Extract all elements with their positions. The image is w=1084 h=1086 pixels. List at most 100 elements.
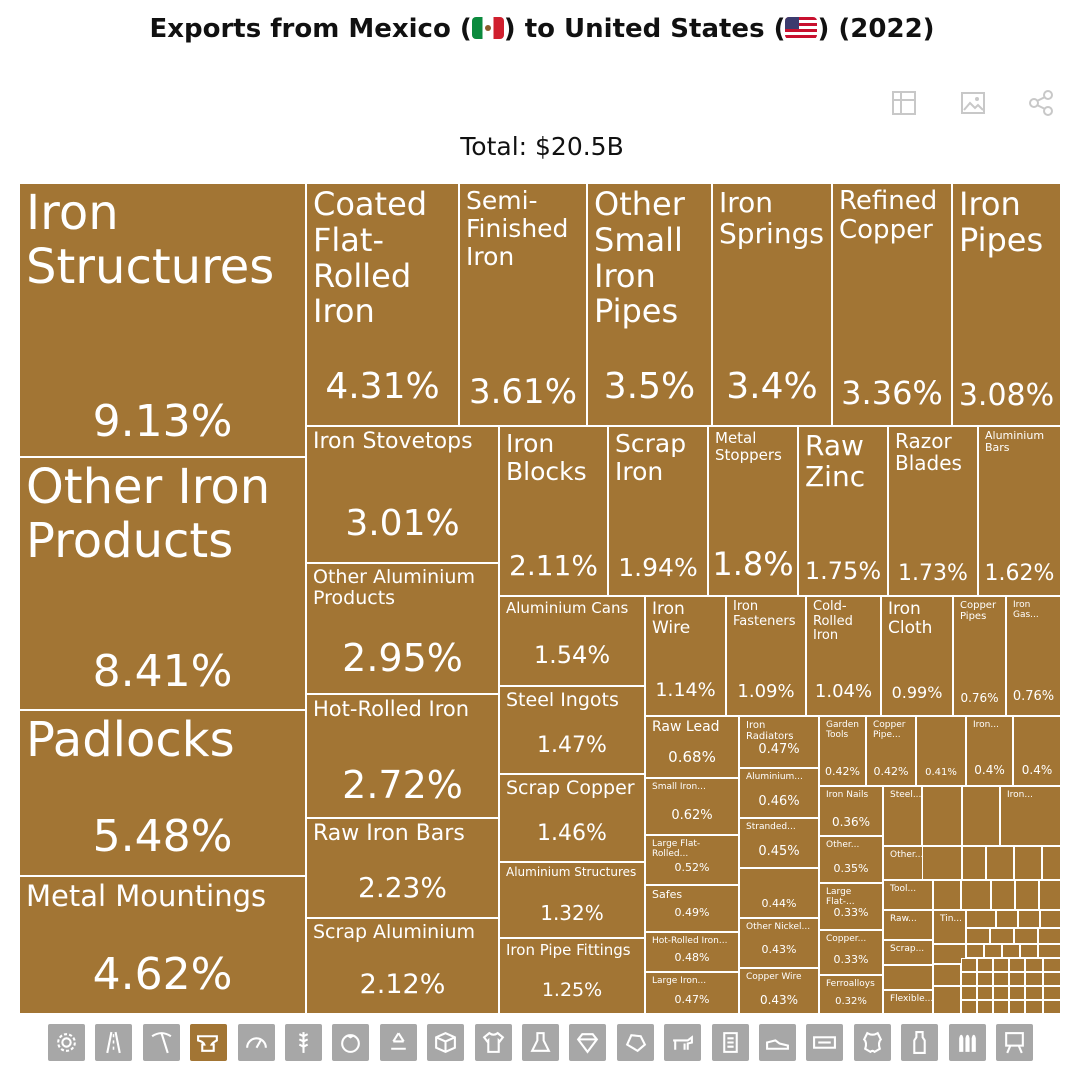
image-icon[interactable] xyxy=(958,88,988,118)
treemap-tile-small[interactable] xyxy=(1043,972,1061,986)
treemap-tile[interactable]: Iron Structures 9.13% xyxy=(19,183,306,457)
treemap-tile-small[interactable] xyxy=(1020,944,1038,958)
treemap-tile[interactable]: Large Flat-Rolled... 0.52% xyxy=(645,835,739,885)
treemap-tile-small[interactable] xyxy=(933,964,961,986)
treemap-tile-small[interactable] xyxy=(933,986,961,1014)
treemap-tile[interactable]: Iron... xyxy=(1000,786,1061,846)
treemap-tile-small[interactable] xyxy=(922,846,962,880)
treemap-tile[interactable]: Cold-Rolled Iron 1.04% xyxy=(806,596,881,716)
treemap-tile[interactable]: 0.44% xyxy=(739,868,819,918)
animal-icon[interactable] xyxy=(664,1024,702,1061)
treemap-tile-small[interactable] xyxy=(883,965,933,990)
treemap-tile-small[interactable] xyxy=(990,928,1014,944)
treemap-tile-small[interactable] xyxy=(1025,958,1043,972)
treemap-tile-small[interactable] xyxy=(966,944,984,958)
tape-icon[interactable] xyxy=(806,1024,844,1061)
treemap-tile[interactable]: Small Iron... 0.62% xyxy=(645,778,739,835)
treemap-tile-small[interactable] xyxy=(1009,972,1025,986)
treemap-tile-small[interactable] xyxy=(1014,928,1038,944)
treemap-tile-small[interactable] xyxy=(1025,972,1043,986)
treemap-tile[interactable]: Tin... xyxy=(933,910,966,944)
treemap-tile[interactable]: Razor Blades 1.73% xyxy=(888,426,978,596)
treemap-tile[interactable]: Hot-Rolled Iron 2.72% xyxy=(306,694,499,818)
treemap-tile[interactable]: Coated Flat-Rolled Iron 4.31% xyxy=(306,183,459,426)
treemap-tile[interactable]: Hot-Rolled Iron... 0.48% xyxy=(645,932,739,972)
treemap-tile-small[interactable] xyxy=(962,786,1000,846)
treemap-tile-small[interactable] xyxy=(993,1000,1009,1014)
treemap-tile[interactable]: Other... xyxy=(883,846,923,880)
treemap-tile-small[interactable] xyxy=(1043,986,1061,1000)
easel-icon[interactable] xyxy=(996,1024,1033,1061)
treemap-tile[interactable]: Other Iron Products 8.41% xyxy=(19,457,306,710)
treemap-tile-small[interactable] xyxy=(977,958,993,972)
treemap-tile-small[interactable] xyxy=(922,786,962,846)
road-icon[interactable] xyxy=(95,1024,133,1061)
treemap-tile-small[interactable] xyxy=(1009,1000,1025,1014)
flask-icon[interactable] xyxy=(522,1024,559,1061)
treemap-tile[interactable]: Aluminium Bars 1.62% xyxy=(978,426,1061,596)
treemap-tile-small[interactable] xyxy=(996,910,1018,928)
treemap-tile-small[interactable] xyxy=(962,846,986,880)
treemap-tile-small[interactable] xyxy=(1038,944,1061,958)
treemap-tile[interactable]: Aluminium Cans 1.54% xyxy=(499,596,645,686)
gear-icon[interactable] xyxy=(48,1024,85,1061)
treemap-tile[interactable]: Steel... xyxy=(883,786,922,846)
treemap-tile[interactable]: Iron Fasteners 1.09% xyxy=(726,596,806,716)
treemap-tile[interactable]: Scrap... xyxy=(883,940,933,965)
treemap-tile-small[interactable] xyxy=(961,958,977,972)
treemap-tile-small[interactable] xyxy=(1009,986,1025,1000)
treemap-tile[interactable]: Large Flat-... 0.33% xyxy=(819,883,883,930)
treemap-tile-small[interactable] xyxy=(966,910,996,928)
treemap-tile-small[interactable] xyxy=(993,958,1009,972)
pickaxe-icon[interactable] xyxy=(142,1024,180,1061)
treemap-tile-small[interactable] xyxy=(961,972,977,986)
treemap-tile-small[interactable] xyxy=(1042,846,1061,880)
treemap-tile-small[interactable] xyxy=(993,986,1009,1000)
stone-icon[interactable] xyxy=(616,1024,654,1061)
treemap-tile-small[interactable] xyxy=(1043,958,1061,972)
treemap-tile[interactable]: Copper Wire 0.43% xyxy=(739,968,819,1014)
treemap-tile[interactable]: Safes 0.49% xyxy=(645,885,739,932)
treemap-tile[interactable]: Iron Radiators 0.47% xyxy=(739,716,819,768)
treemap-tile-small[interactable] xyxy=(961,986,977,1000)
treemap-tile-small[interactable] xyxy=(991,880,1015,910)
treemap-tile[interactable]: Refined Copper 3.36% xyxy=(832,183,952,426)
treemap-tile[interactable]: Iron Gas... 0.76% xyxy=(1006,596,1061,716)
treemap-tile[interactable]: Copper Pipes 0.76% xyxy=(953,596,1006,716)
treemap-tile[interactable]: Iron Pipes 3.08% xyxy=(952,183,1061,426)
recycle-icon[interactable] xyxy=(379,1024,417,1061)
treemap-tile-small[interactable] xyxy=(961,1000,977,1014)
treemap-tile[interactable]: Ferroalloys 0.32% xyxy=(819,975,883,1014)
treemap-tile[interactable]: Other Small Iron Pipes 3.5% xyxy=(587,183,712,426)
treemap-tile-small[interactable] xyxy=(977,986,993,1000)
treemap-tile-small[interactable] xyxy=(1002,944,1020,958)
treemap-tile[interactable]: Metal Stoppers 1.8% xyxy=(708,426,798,596)
hide-icon[interactable] xyxy=(853,1024,891,1061)
treemap-tile-small[interactable] xyxy=(993,972,1009,986)
treemap-tile-small[interactable] xyxy=(1009,958,1025,972)
treemap-tile-small[interactable] xyxy=(933,880,961,910)
treemap-tile-small[interactable] xyxy=(933,944,966,964)
shoe-icon[interactable] xyxy=(759,1024,796,1061)
box-icon[interactable] xyxy=(427,1024,465,1061)
treemap-tile-small[interactable] xyxy=(1038,928,1061,944)
treemap-tile[interactable]: Copper... 0.33% xyxy=(819,930,883,975)
treemap-tile[interactable]: Other Nickel... 0.43% xyxy=(739,918,819,968)
tomato-icon[interactable] xyxy=(332,1024,370,1061)
treemap-tile-small[interactable] xyxy=(977,1000,993,1014)
treemap-tile-small[interactable] xyxy=(1043,1000,1061,1014)
treemap-tile-small[interactable] xyxy=(1018,910,1040,928)
wheat-icon[interactable] xyxy=(285,1024,322,1061)
treemap-tile[interactable]: Padlocks 5.48% xyxy=(19,710,306,876)
treemap-tile-small[interactable] xyxy=(984,944,1002,958)
treemap-tile[interactable]: Stranded... 0.45% xyxy=(739,818,819,868)
treemap-tile-small[interactable] xyxy=(1039,880,1061,910)
share-icon[interactable] xyxy=(1026,88,1056,118)
treemap-tile[interactable]: Scrap Aluminium 2.12% xyxy=(306,918,499,1014)
treemap-tile-small[interactable] xyxy=(966,928,990,944)
treemap-tile[interactable]: Scrap Copper 1.46% xyxy=(499,774,645,862)
treemap-tile-small[interactable] xyxy=(977,972,993,986)
table-icon[interactable] xyxy=(889,88,919,118)
treemap-tile-small[interactable] xyxy=(1015,880,1039,910)
diamond-icon[interactable] xyxy=(569,1024,607,1061)
